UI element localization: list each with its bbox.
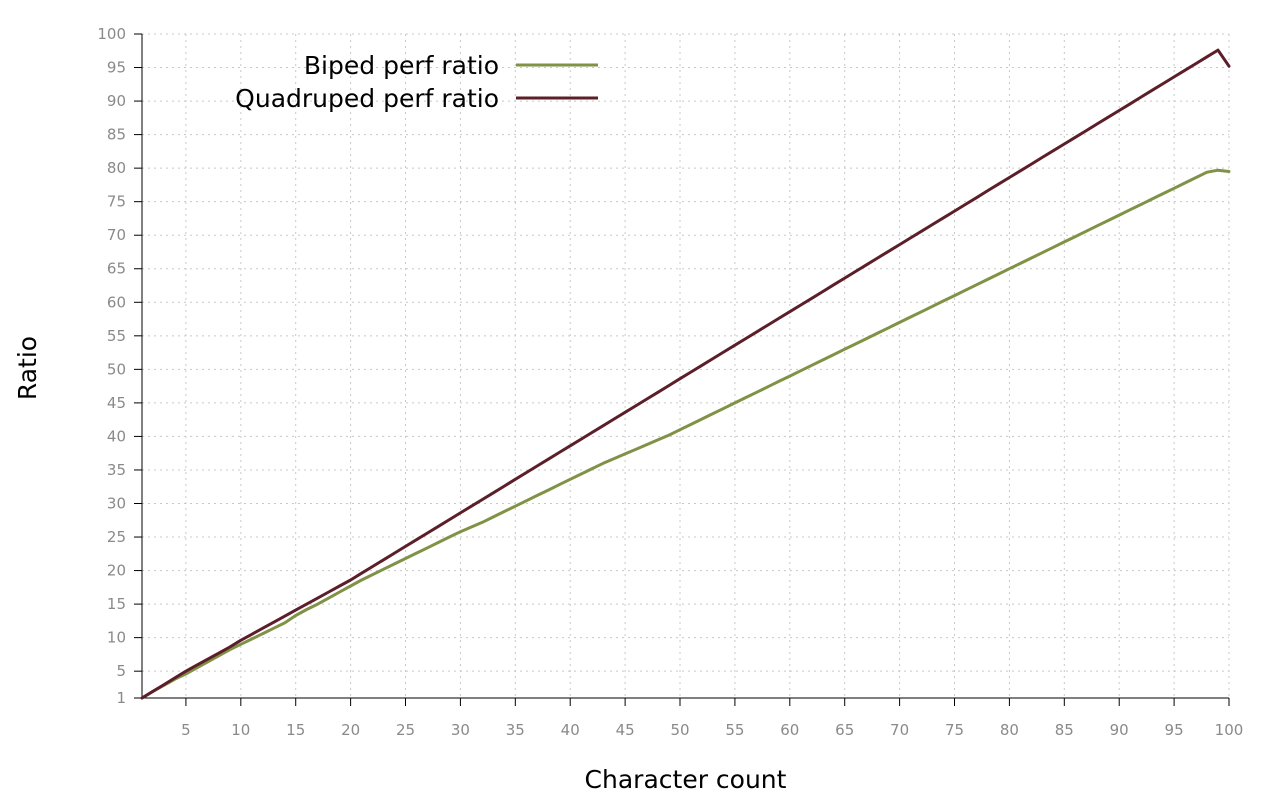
y-tick-label: 60 [107,293,126,311]
legend: Biped perf ratio Quadruped perf ratio [235,51,598,113]
y-tick-label: 85 [107,126,126,144]
series-line-biped [140,168,1231,700]
y-tick-label: 75 [107,193,126,211]
x-tick-label: 50 [670,721,689,739]
y-axis-title: Ratio [13,336,42,400]
y-tick-label: 95 [107,59,126,77]
x-tick-label: 100 [1215,721,1244,739]
y-tick-label: 90 [107,92,126,110]
x-tick-label: 80 [1000,721,1019,739]
y-tick-label: 55 [107,327,126,345]
legend-label: Biped perf ratio [304,51,499,80]
x-tick-label: 20 [341,721,360,739]
x-tick-label: 55 [725,721,744,739]
x-tick-label: 60 [780,721,799,739]
x-tick-label: 40 [561,721,580,739]
y-tick-label: 65 [107,260,126,278]
y-tick-label: 45 [107,394,126,412]
y-tick-label: 80 [107,159,126,177]
y-tick-label: 35 [107,461,126,479]
x-tick-label: 35 [506,721,525,739]
y-tick-label: 1 [116,689,126,707]
x-tick-label: 95 [1165,721,1184,739]
y-tick-label: 25 [107,528,126,546]
y-tick-label: 15 [107,595,126,613]
legend-label: Quadruped perf ratio [235,84,499,113]
x-tick-label: 15 [286,721,305,739]
x-tick-label: 5 [181,721,191,739]
y-tick-label: 50 [107,360,126,378]
y-tick-label: 5 [116,662,126,680]
x-tick-label: 70 [890,721,909,739]
axes [141,34,1229,699]
y-tick-label: 70 [107,226,126,244]
x-tick-label: 45 [616,721,635,739]
series [140,48,1231,700]
y-tick-label: 100 [97,25,126,43]
x-tick-label: 25 [396,721,415,739]
y-tick-label: 20 [107,562,126,580]
x-tick-label: 85 [1055,721,1074,739]
x-tick-label: 75 [945,721,964,739]
x-axis-title: Character count [585,765,787,794]
x-tick-label: 65 [835,721,854,739]
y-tick-label: 30 [107,494,126,512]
ticks: 1510152025303540455055606570758085909510… [97,25,1243,739]
x-tick-label: 90 [1110,721,1129,739]
x-tick-label: 10 [231,721,250,739]
y-tick-label: 10 [107,629,126,647]
grid [142,33,1230,698]
y-tick-label: 40 [107,427,126,445]
series-line-quadruped [140,48,1231,700]
x-tick-label: 30 [451,721,470,739]
